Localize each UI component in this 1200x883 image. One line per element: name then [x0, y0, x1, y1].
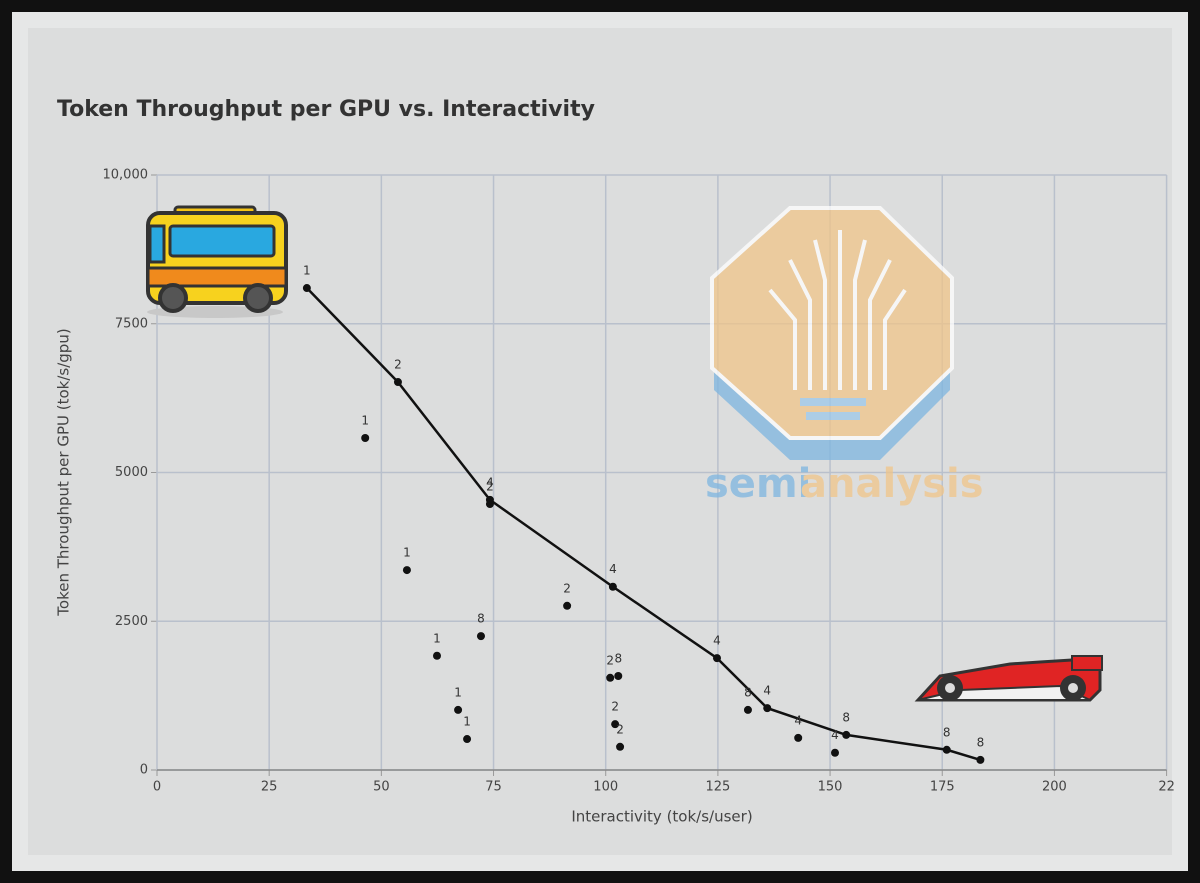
point-label: 4 — [713, 634, 721, 648]
point-label: 1 — [403, 546, 411, 560]
point-label: 1 — [361, 413, 369, 427]
point-label: 8 — [977, 735, 985, 749]
x-tick-label: 100 — [593, 780, 618, 795]
x-tick-label: 175 — [930, 780, 955, 795]
point — [302, 284, 311, 293]
point — [608, 582, 617, 591]
point — [563, 601, 572, 610]
point — [361, 433, 370, 442]
x-tick-label: 0 — [153, 780, 161, 795]
logo-top — [710, 206, 954, 440]
point-label: 2 — [616, 722, 624, 736]
point — [476, 632, 485, 641]
point-label: 1 — [463, 715, 471, 729]
x-tick-label: 125 — [705, 780, 730, 795]
point-label: 2 — [611, 700, 619, 714]
y-tick-label: 5000 — [115, 465, 148, 480]
point — [616, 742, 625, 751]
logo: semi analysis — [705, 206, 984, 507]
x-axis-label: Interactivity (tok/s/user) — [571, 808, 752, 826]
y-tick-label: 0 — [140, 763, 148, 778]
point — [763, 704, 772, 713]
x-tick-label: 50 — [373, 780, 390, 795]
logo-text-b: analysis — [800, 461, 984, 507]
x-tick-label: 22 — [1158, 780, 1175, 795]
logo-bulb — [800, 398, 866, 406]
x-tick-label: 200 — [1042, 780, 1067, 795]
point-label: 2 — [394, 358, 402, 372]
y-tick-label: 10,000 — [103, 168, 149, 183]
point-label: 1 — [433, 631, 441, 645]
point — [842, 730, 851, 739]
point-label: 8 — [943, 725, 951, 739]
point — [402, 566, 411, 575]
point — [454, 705, 463, 714]
point-label: 2 — [486, 480, 494, 494]
logo-bulb — [806, 412, 860, 420]
point-label: 4 — [763, 684, 771, 698]
logo-tree — [768, 230, 907, 390]
panel — [28, 28, 1172, 855]
point — [743, 705, 752, 714]
point — [976, 755, 985, 764]
point-label: 8 — [614, 651, 622, 665]
point — [611, 720, 620, 729]
x-tick-label: 25 — [261, 780, 278, 795]
y-tick-label: 2500 — [115, 614, 148, 629]
bus-icon — [146, 205, 288, 318]
point-label: 4 — [831, 728, 839, 742]
x-tick-label: 75 — [485, 780, 502, 795]
point — [831, 748, 840, 757]
point-label: 4 — [794, 713, 802, 727]
y-axis-label: Token Throughput per GPU (tok/s/gpu) — [55, 328, 73, 616]
chart-title: Token Throughput per GPU vs. Interactivi… — [57, 97, 595, 122]
point-label: 1 — [454, 685, 462, 699]
point — [794, 733, 803, 742]
point-label: 2 — [606, 653, 614, 667]
point — [485, 500, 494, 509]
point-label: 8 — [842, 710, 850, 724]
point — [393, 378, 402, 387]
point — [432, 651, 441, 660]
car-icon — [914, 655, 1103, 702]
point-label: 4 — [609, 562, 617, 576]
point — [463, 735, 472, 744]
point — [606, 673, 615, 682]
logo-text-a: semi — [705, 461, 811, 507]
point — [942, 745, 951, 754]
point-label: 2 — [563, 581, 571, 595]
point-label: 8 — [744, 685, 752, 699]
point-label: 1 — [303, 264, 311, 278]
point-label: 8 — [477, 612, 485, 626]
x-tick-label: 150 — [818, 780, 843, 795]
point-label: 4 — [486, 475, 494, 489]
y-tick-label: 7500 — [115, 316, 148, 331]
point — [614, 671, 623, 680]
point — [712, 654, 721, 663]
